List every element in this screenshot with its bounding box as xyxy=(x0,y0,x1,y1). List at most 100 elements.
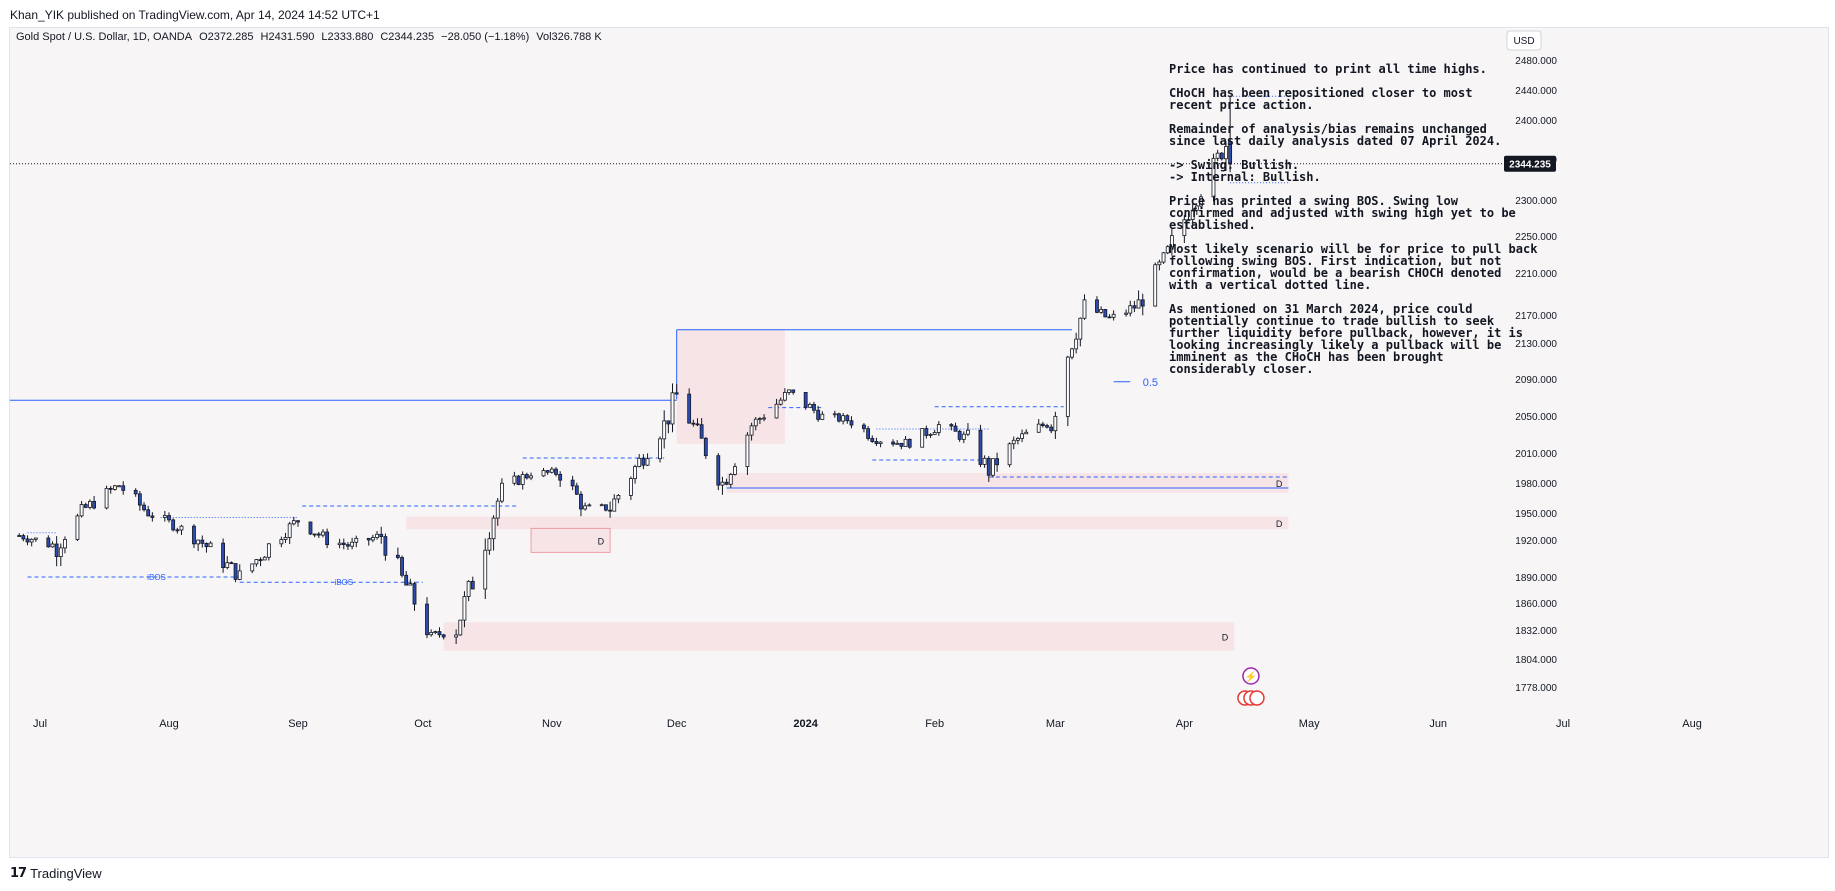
candle-body xyxy=(691,422,696,425)
candle-body xyxy=(146,509,151,517)
currency-button[interactable] xyxy=(1506,30,1542,51)
candle-body xyxy=(21,535,26,540)
y-tick-label: 2480.000 xyxy=(1515,56,1557,67)
candle-body xyxy=(753,418,758,427)
candle-body xyxy=(849,420,854,426)
analysis-paragraph: Price has continued to print all time hi… xyxy=(1169,62,1487,76)
x-tick-label: Sep xyxy=(288,718,308,730)
chart-frame[interactable]: USD 1778.000 1804.000 1832.000 1860.000 1890… xyxy=(9,27,1829,858)
candle-body xyxy=(982,457,987,465)
candle-body xyxy=(1224,146,1228,160)
candle-body xyxy=(866,428,870,439)
x-tick-label: Apr xyxy=(1176,718,1193,730)
candle-body xyxy=(54,543,59,557)
candle-body xyxy=(570,479,575,487)
candle-body xyxy=(1215,152,1220,159)
candle-body xyxy=(658,438,662,460)
candle-body xyxy=(733,466,737,475)
candle-body xyxy=(425,603,429,636)
candle-body xyxy=(1157,261,1162,266)
candle-body xyxy=(587,504,592,507)
candle-body xyxy=(429,632,434,636)
candle-body xyxy=(283,537,288,540)
candle-body xyxy=(549,468,554,473)
ibos-label: iBOS xyxy=(147,573,166,582)
candle-body xyxy=(724,481,729,485)
candle-body xyxy=(312,533,317,536)
y-tick-label: 2130.000 xyxy=(1515,339,1557,350)
current-price-label: 2344.235 xyxy=(1509,160,1551,171)
y-tick-label: 2170.000 xyxy=(1515,311,1557,322)
y-tick-label: 2400.000 xyxy=(1515,116,1557,127)
candle-body xyxy=(1016,437,1020,441)
price-chart[interactable]: USD 1778.000 1804.000 1832.000 1860.000 1890… xyxy=(10,28,1828,857)
candle-body xyxy=(920,428,925,448)
candle-body xyxy=(250,563,255,572)
demand-zone-label: D xyxy=(598,536,605,546)
legend-close: C2344.235 xyxy=(380,31,434,43)
candle-body xyxy=(171,519,176,531)
candle-body xyxy=(1103,309,1108,318)
us-flag-event-icon[interactable] xyxy=(1249,690,1265,706)
candle-body xyxy=(1107,316,1112,319)
candle-body xyxy=(121,485,126,491)
candle-body xyxy=(1169,235,1174,248)
candle-body xyxy=(1011,439,1016,445)
candle-body xyxy=(524,474,529,479)
candle-body xyxy=(500,482,504,502)
candle-body xyxy=(137,493,142,506)
demand-zone xyxy=(406,516,1289,530)
candle-body xyxy=(1065,356,1070,417)
ibos-label: iBOS xyxy=(334,578,353,587)
candle-body xyxy=(1140,299,1145,307)
x-tick-label: Aug xyxy=(1682,718,1702,730)
candle-body xyxy=(1228,141,1233,165)
symbol-legend: Gold Spot / U.S. Dollar, 1D, OANDA O2372.… xyxy=(16,31,602,43)
candle-body xyxy=(408,583,413,586)
tradingview-logo[interactable]: 17 TradingView xyxy=(10,866,102,881)
candle-body xyxy=(379,533,384,538)
candle-body xyxy=(350,541,354,547)
candle-body xyxy=(986,457,991,476)
candle-body xyxy=(266,543,271,558)
candle-body xyxy=(371,537,375,541)
candle-body xyxy=(233,563,238,580)
candle-body xyxy=(495,500,500,519)
candle-body xyxy=(133,489,138,495)
candle-body xyxy=(778,399,783,405)
candle-body xyxy=(612,498,617,512)
candle-body xyxy=(554,468,558,475)
candle-body xyxy=(791,389,796,393)
candle-body xyxy=(1111,313,1116,318)
y-tick-label: 2050.000 xyxy=(1515,412,1557,423)
candle-body xyxy=(841,415,846,422)
candle-body xyxy=(117,485,121,488)
candle-body xyxy=(208,542,213,548)
demand-zone-label: D xyxy=(1276,479,1283,489)
candle-body xyxy=(820,413,825,420)
x-tick-label: Dec xyxy=(667,718,687,730)
candle-body xyxy=(928,434,933,436)
candle-body xyxy=(1053,415,1058,432)
candle-body xyxy=(816,409,821,420)
candle-body xyxy=(1219,152,1224,160)
candle-body xyxy=(961,433,966,440)
candle-body xyxy=(1194,205,1199,211)
y-tick-label: 2090.000 xyxy=(1515,375,1557,386)
candle-body xyxy=(720,481,725,486)
lightning-icon[interactable] xyxy=(1242,667,1260,685)
legend-high: H2431.590 xyxy=(261,31,315,43)
candle-body xyxy=(545,470,550,473)
candle-body xyxy=(1199,196,1203,207)
candle-body xyxy=(878,441,883,444)
candle-body xyxy=(366,537,371,541)
candle-body xyxy=(1182,219,1187,237)
y-tick-label: 1950.000 xyxy=(1515,509,1557,520)
candle-body xyxy=(674,392,679,395)
candle-body xyxy=(1165,246,1170,254)
y-tick-label: 2250.000 xyxy=(1515,232,1557,243)
y-tick-label: 1920.000 xyxy=(1515,536,1557,547)
x-tick-label: Oct xyxy=(414,718,431,730)
candle-body xyxy=(437,631,442,636)
x-tick-label: Jul xyxy=(1556,718,1570,730)
